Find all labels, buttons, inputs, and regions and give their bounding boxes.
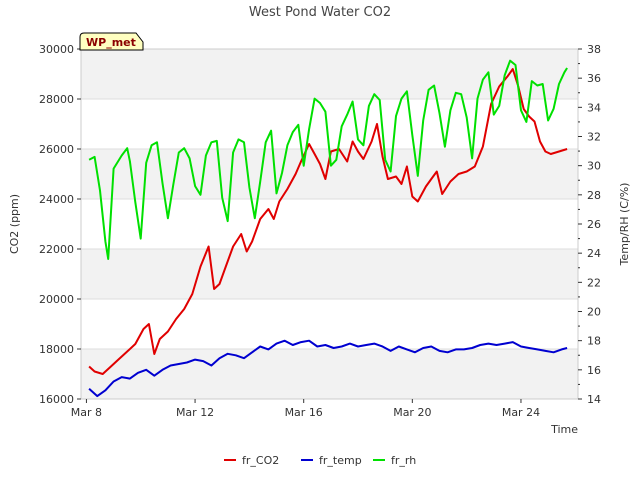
right-y-axis: 14 16 18 20 22 24 26 28 30 32 34 36 38	[578, 43, 601, 406]
series-layer	[88, 59, 568, 398]
x-axis-title: Time	[550, 423, 578, 436]
left-tick-label: 20000	[39, 293, 74, 306]
x-axis: Mar 8 Mar 12 Mar 16 Mar 20 Mar 24	[71, 399, 540, 419]
left-tick-label: 22000	[39, 243, 74, 256]
legend-label: fr_rh	[391, 454, 416, 467]
plot-band	[81, 249, 578, 299]
plot-band	[81, 349, 578, 399]
legend-label: fr_temp	[319, 454, 362, 467]
chart-title: West Pond Water CO2	[249, 5, 391, 20]
x-tick-label: Mar 12	[176, 406, 214, 419]
left-tick-label: 16000	[39, 393, 74, 406]
right-tick-label: 30	[587, 160, 601, 173]
series-line-fr-rh	[88, 59, 568, 260]
wp-met-badge: WP_met	[79, 32, 144, 51]
left-y-axis: 16000 18000 20000 22000 24000 26000 28000 30000	[39, 43, 81, 406]
right-tick-label: 28	[587, 189, 601, 202]
series-line-fr-temp	[88, 339, 568, 398]
x-tick-label: Mar 24	[502, 406, 540, 419]
right-tick-label: 26	[587, 218, 601, 231]
y-axis-title-left: CO2 (ppm)	[8, 194, 21, 254]
legend: fr_CO2 fr_temp fr_rh	[224, 454, 416, 467]
right-tick-label: 34	[587, 101, 601, 114]
right-tick-label: 20	[587, 306, 601, 319]
x-tick-label: Mar 8	[71, 406, 102, 419]
plot-background-bands	[81, 49, 578, 399]
badge-shape	[79, 32, 144, 51]
right-tick-label: 18	[587, 335, 601, 348]
left-tick-label: 18000	[39, 343, 74, 356]
right-tick-label: 36	[587, 72, 601, 85]
right-tick-label: 16	[587, 364, 601, 377]
y-axis-title-right: Temp/RH (C/%)	[618, 183, 631, 267]
left-tick-label: 24000	[39, 193, 74, 206]
left-tick-label: 30000	[39, 43, 74, 56]
badge-label: WP_met	[86, 36, 136, 49]
plot-band	[81, 49, 578, 99]
right-tick-label: 32	[587, 131, 601, 144]
left-tick-label: 26000	[39, 143, 74, 156]
x-tick-label: Mar 20	[393, 406, 431, 419]
left-tick-label: 28000	[39, 93, 74, 106]
legend-label: fr_CO2	[242, 454, 279, 467]
right-tick-label: 22	[587, 276, 601, 289]
series-line-fr-CO2	[88, 68, 568, 375]
right-tick-label: 24	[587, 247, 601, 260]
x-tick-label: Mar 16	[285, 406, 323, 419]
right-tick-label: 38	[587, 43, 601, 56]
right-tick-label: 14	[587, 393, 601, 406]
